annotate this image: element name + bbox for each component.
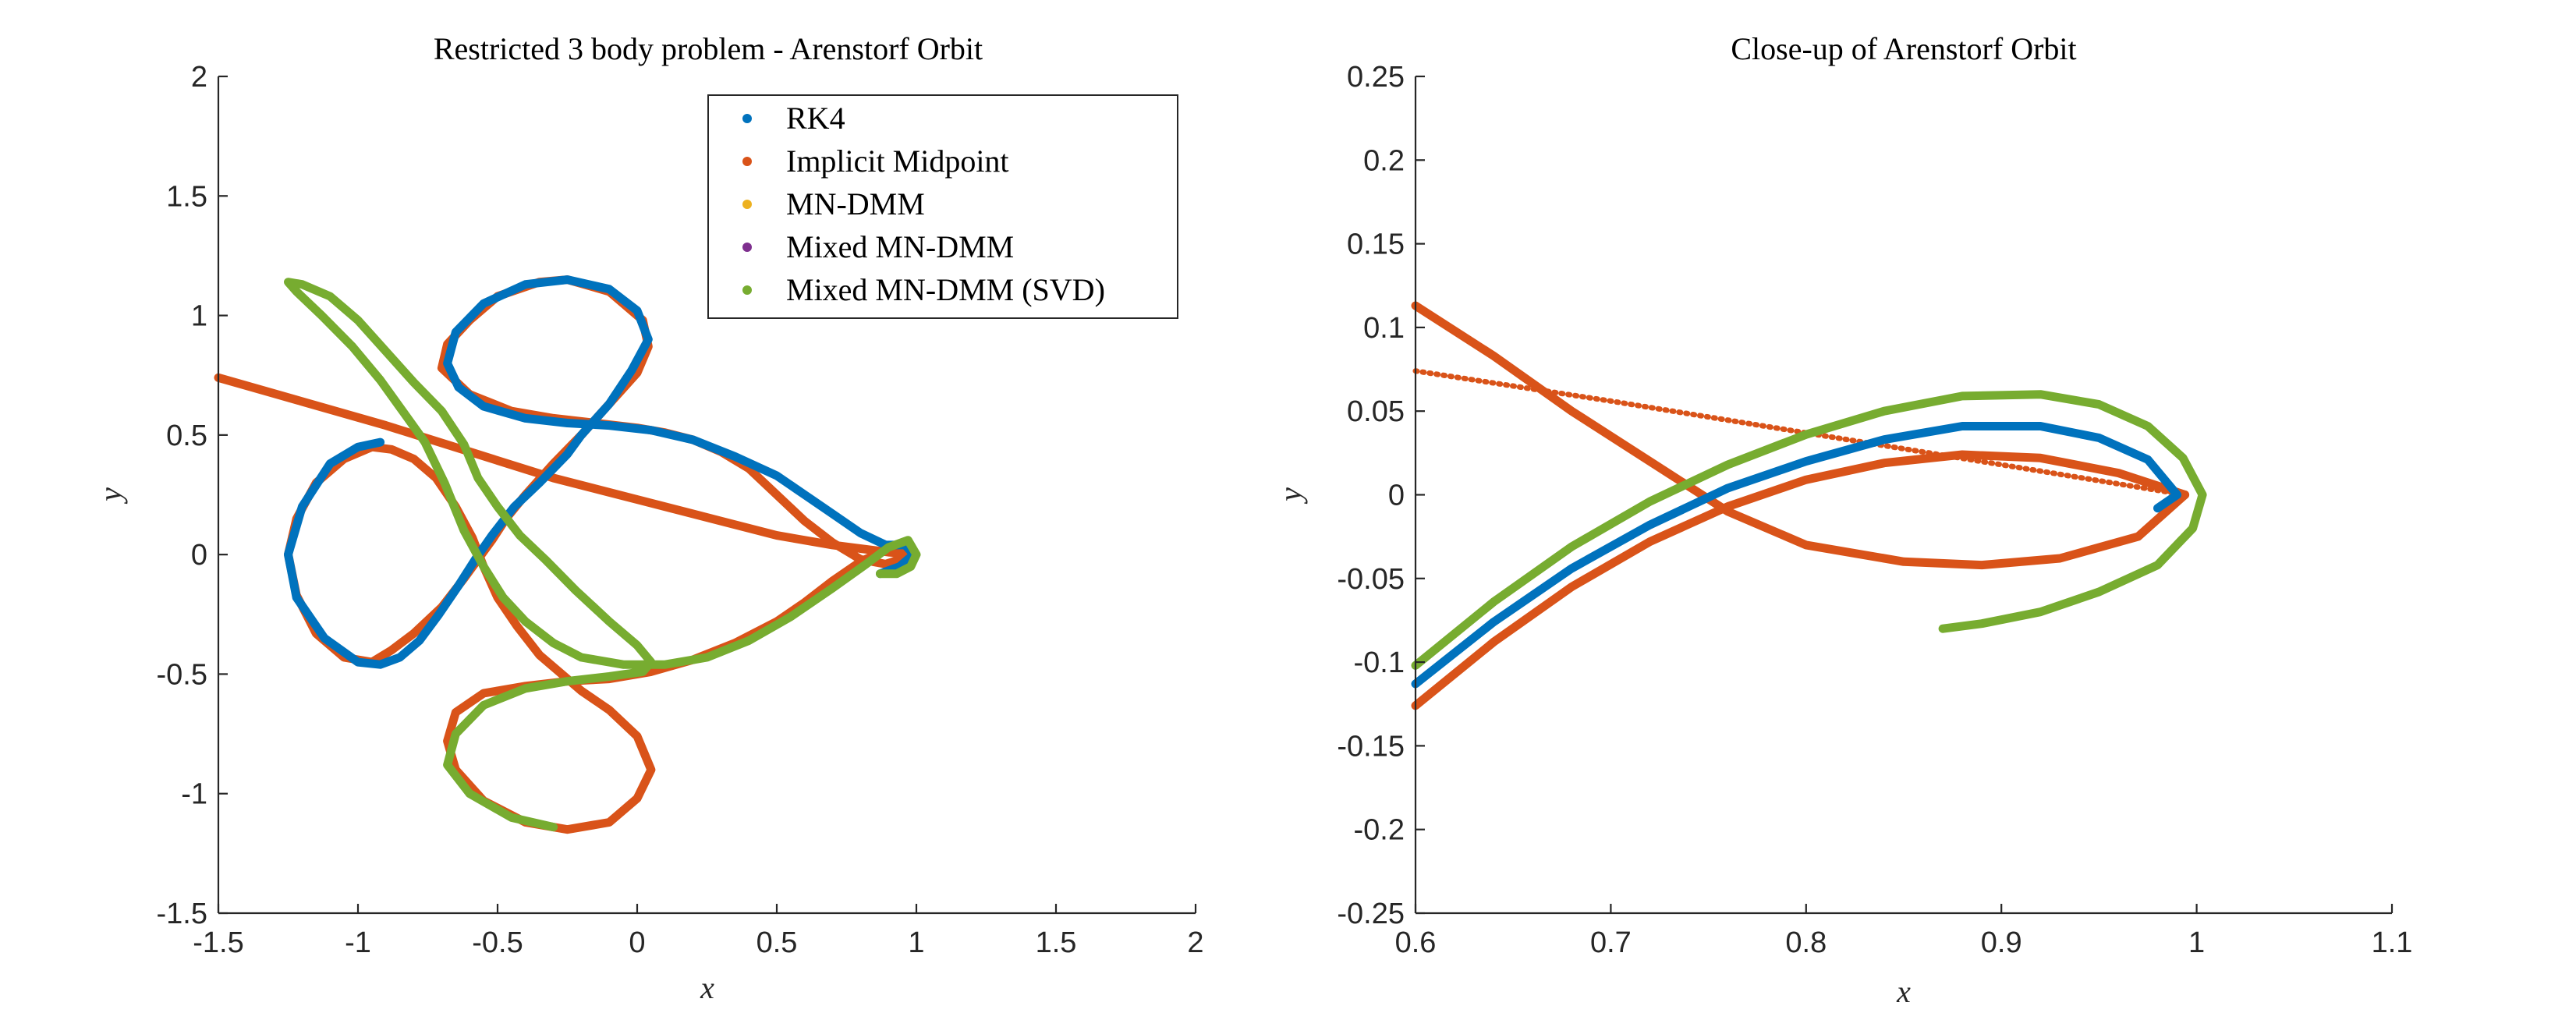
- legend: RK4 Implicit Midpoint MN-DMM Mixed MN-DMM Mi…: [707, 94, 1178, 319]
- closeup-y-tick-label: -0.25: [1337, 898, 1405, 930]
- closeup-x-tick-label: 0.9: [1981, 926, 2022, 959]
- closeup-x-ticks: 0.6 0.7 0.8 0.9 1 1.1: [1395, 904, 2413, 959]
- legend-label: RK4: [786, 101, 845, 136]
- main-y-tick-label: 0: [191, 539, 207, 572]
- main-x-tick-label: -1.5: [193, 926, 243, 959]
- closeup-x-tick-label: 1: [2188, 926, 2205, 959]
- closeup-y-ticks: -0.25 -0.2 -0.15 -0.1 -0.05 0 0.05 0.1 0.15 0.2 0.…: [1337, 61, 1425, 930]
- legend-items: RK4 Implicit Midpoint MN-DMM Mixed MN-DMM Mi…: [742, 101, 1105, 307]
- main-y-label: y: [93, 487, 128, 505]
- main-plot-series: [214, 275, 921, 834]
- closeup-x-tick-label: 0.7: [1590, 926, 1632, 959]
- closeup-y-tick-label: -0.15: [1337, 730, 1405, 763]
- main-y-tick-label: 0.5: [166, 420, 207, 452]
- main-y-tick-label: 2: [191, 61, 207, 94]
- main-y-tick-label: 1.5: [166, 180, 207, 213]
- main-x-tick-label: 0.5: [757, 926, 798, 959]
- main-y-tick-label: -1.5: [157, 898, 207, 930]
- main-series-line: [214, 275, 919, 834]
- closeup-series-line: [1411, 422, 2182, 689]
- main-x-ticks: -1.5 -1 -0.5 0 0.5 1 1.5 2: [193, 904, 1204, 959]
- main-y-ticks: -1.5 -1 -0.5 0 0.5 1 1.5 2: [157, 61, 228, 930]
- main-x-label: x: [700, 970, 714, 1005]
- main-series-line: [284, 278, 921, 832]
- legend-marker: [742, 157, 752, 166]
- legend-label: Implicit Midpoint: [786, 143, 1009, 179]
- main-x-tick-label: 1: [908, 926, 924, 959]
- legend-marker: [742, 285, 752, 295]
- main-y-tick-label: 1: [191, 300, 207, 333]
- closeup-plot-series: [1411, 301, 2207, 710]
- closeup-x-tick-label: 0.6: [1395, 926, 1437, 959]
- closeup-y-tick-label: 0.2: [1363, 144, 1405, 177]
- closeup-series-line: [1411, 450, 2190, 710]
- closeup-series-line: [1411, 390, 2207, 670]
- closeup-series-line: [1411, 301, 2190, 570]
- legend-label: Mixed MN-DMM: [786, 229, 1014, 264]
- main-series-line: [284, 275, 918, 669]
- closeup-y-tick-label: -0.05: [1337, 563, 1405, 596]
- main-x-tick-label: 2: [1187, 926, 1203, 959]
- main-x-tick-label: -0.5: [472, 926, 523, 959]
- legend-label: MN-DMM: [786, 186, 925, 221]
- main-orbit-plot: Restricted 3 body problem - Arenstorf Or…: [93, 31, 1204, 1005]
- closeup-y-tick-label: 0: [1388, 480, 1405, 512]
- closeup-y-tick-label: 0.25: [1347, 61, 1405, 94]
- closeup-orbit-plot: Close-up of Arenstorf Orbit 0.6 0.7 0.8 0.9…: [1273, 31, 2412, 1009]
- closeup-x-tick-label: 1.1: [2372, 926, 2413, 959]
- legend-marker: [742, 243, 752, 252]
- closeup-plot-title: Close-up of Arenstorf Orbit: [1731, 31, 2076, 66]
- closeup-x-label: x: [1896, 974, 1911, 1009]
- main-x-tick-label: 0: [629, 926, 645, 959]
- closeup-x-tick-label: 0.8: [1785, 926, 1827, 959]
- closeup-y-tick-label: -0.1: [1354, 646, 1405, 679]
- closeup-y-tick-label: 0.15: [1347, 228, 1405, 261]
- legend-marker: [742, 200, 752, 209]
- main-y-tick-label: -1: [181, 778, 207, 811]
- main-y-tick-label: -0.5: [157, 658, 207, 691]
- closeup-y-label: y: [1273, 487, 1308, 505]
- main-plot-title: Restricted 3 body problem - Arenstorf Or…: [434, 31, 983, 66]
- legend-box: [707, 94, 1178, 319]
- closeup-y-tick-label: -0.2: [1354, 814, 1405, 847]
- main-x-tick-label: 1.5: [1036, 926, 1077, 959]
- closeup-y-tick-label: 0.05: [1347, 395, 1405, 428]
- legend-label: Mixed MN-DMM (SVD): [786, 272, 1105, 307]
- closeup-y-tick-label: 0.1: [1363, 312, 1405, 345]
- main-x-tick-label: -1: [345, 926, 371, 959]
- legend-marker: [742, 114, 752, 123]
